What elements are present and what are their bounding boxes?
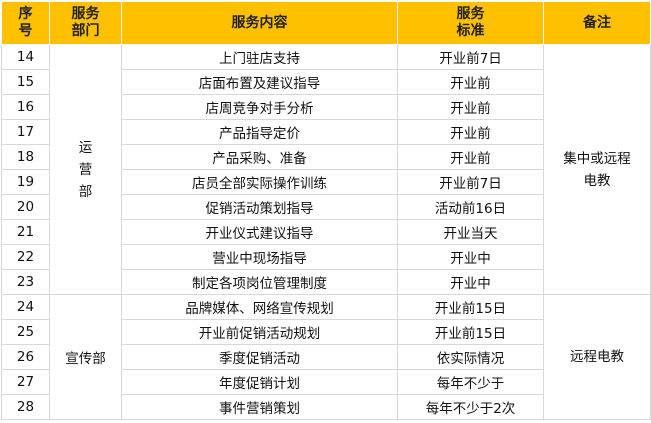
service-standard: 每年不少于2次 <box>397 394 544 420</box>
row-number: 20 <box>1 194 50 220</box>
table-row: 24 宣传部 品牌媒体、网络宣传规划 开业前15日 远程电教 <box>1 294 651 420</box>
row-number: 19 <box>1 169 50 195</box>
header-cell: 序号 <box>1 1 50 45</box>
header-row: 序号服务 部门 服务内容 服务 标准 备注 <box>1 1 651 45</box>
service-standard: 依实际情况 <box>397 344 544 370</box>
header-cell: 服务 标准 <box>397 1 544 45</box>
department: 运营部 <box>78 139 93 200</box>
service-standard: 开业前 <box>397 119 544 145</box>
service-standard: 开业当天 <box>397 219 544 245</box>
service-item: 品牌媒体、网络宣传规划 <box>121 294 398 320</box>
service-item: 店周竞争对手分析 <box>121 94 398 120</box>
table-row: 19 店员全部实际操作训练 开业前7日 <box>1 169 651 195</box>
service-standard: 开业中 <box>397 244 544 270</box>
department-cell: 宣传部 <box>49 294 122 420</box>
row-number: 16 <box>1 94 50 120</box>
table-row: 22 营业中现场指导 开业中 <box>1 244 651 270</box>
remark: 集中或远程电教 <box>543 44 651 295</box>
table-row: 26 季度促销活动 依实际情况 <box>1 344 651 370</box>
row-number: 28 <box>1 394 50 420</box>
service-standard: 每年不少于 <box>397 369 544 395</box>
service-item: 开业仪式建议指导 <box>121 219 398 245</box>
service-item: 店面布置及建议指导 <box>121 69 398 95</box>
service-item: 年度促销计划 <box>121 369 398 395</box>
header-text: 标准 <box>456 23 485 39</box>
table-row: 20 促销活动策划指导 活动前16日 <box>1 194 651 220</box>
table-row: 18 产品采购、准备 开业前 <box>1 144 651 170</box>
service-standard: 开业前7日 <box>397 44 544 70</box>
service-item: 事件营销策划 <box>121 394 398 420</box>
service-item: 促销活动策划指导 <box>121 194 398 220</box>
header-text: 服务内容 <box>231 14 288 31</box>
header-cell: 服务 部门 <box>49 1 122 45</box>
department-cell: 运营部 <box>49 44 122 295</box>
service-standard: 开业前15日 <box>397 294 544 320</box>
row-number: 21 <box>1 219 50 245</box>
table-row: 16 店周竞争对手分析 开业前 <box>1 94 651 120</box>
service-standard: 活动前16日 <box>397 194 544 220</box>
header-text: 号 <box>18 23 33 39</box>
header-cell: 备注 <box>543 1 651 45</box>
table-row: 17 产品指导定价 开业前 <box>1 119 651 145</box>
table-body: 14 运营部 上门驻店支持 开业前7日 集中或远程电教 15 店面布置及建议指导 开业前 16 店… <box>1 44 651 420</box>
row-number: 25 <box>1 319 50 345</box>
service-standard: 开业前 <box>397 144 544 170</box>
header-text: 服务 <box>456 6 485 22</box>
header-text: 服务 <box>71 6 100 22</box>
row-number: 23 <box>1 269 50 295</box>
row-number: 24 <box>1 294 50 320</box>
department: 宣传部 <box>65 351 106 367</box>
table-row: 15 店面布置及建议指导 开业前 <box>1 69 651 95</box>
table-row: 28 事件营销策划 每年不少于2次 <box>1 394 651 420</box>
table-row: 21 开业仪式建议指导 开业当天 <box>1 219 651 245</box>
row-number: 14 <box>1 44 50 70</box>
row-number: 17 <box>1 119 50 145</box>
row-number: 15 <box>1 69 50 95</box>
row-number: 22 <box>1 244 50 270</box>
service-item: 制定各项岗位管理制度 <box>121 269 398 295</box>
service-standard: 开业前 <box>397 94 544 120</box>
service-item: 产品采购、准备 <box>121 144 398 170</box>
table-row: 14 运营部 上门驻店支持 开业前7日 集中或远程电教 <box>1 44 651 295</box>
header-cell: 服务内容 <box>121 1 398 45</box>
header-text: 备注 <box>583 14 611 31</box>
header-text: 部门 <box>71 23 100 39</box>
row-number: 26 <box>1 344 50 370</box>
service-standard: 开业中 <box>397 269 544 295</box>
table-row: 25 开业前促销活动规划 开业前15日 <box>1 319 651 345</box>
service-standard: 开业前 <box>397 69 544 95</box>
service-standard: 开业前15日 <box>397 319 544 345</box>
header-text: 序 <box>18 6 33 22</box>
row-number: 18 <box>1 144 50 170</box>
table-row: 23 制定各项岗位管理制度 开业中 <box>1 269 651 295</box>
service-item: 开业前促销活动规划 <box>121 319 398 345</box>
service-item: 上门驻店支持 <box>121 44 398 70</box>
remark: 远程电教 <box>543 294 651 420</box>
service-item: 季度促销活动 <box>121 344 398 370</box>
service-item: 营业中现场指导 <box>121 244 398 270</box>
service-item: 产品指导定价 <box>121 119 398 145</box>
service-item: 店员全部实际操作训练 <box>121 169 398 195</box>
service-standard: 开业前7日 <box>397 169 544 195</box>
row-number: 27 <box>1 369 50 395</box>
